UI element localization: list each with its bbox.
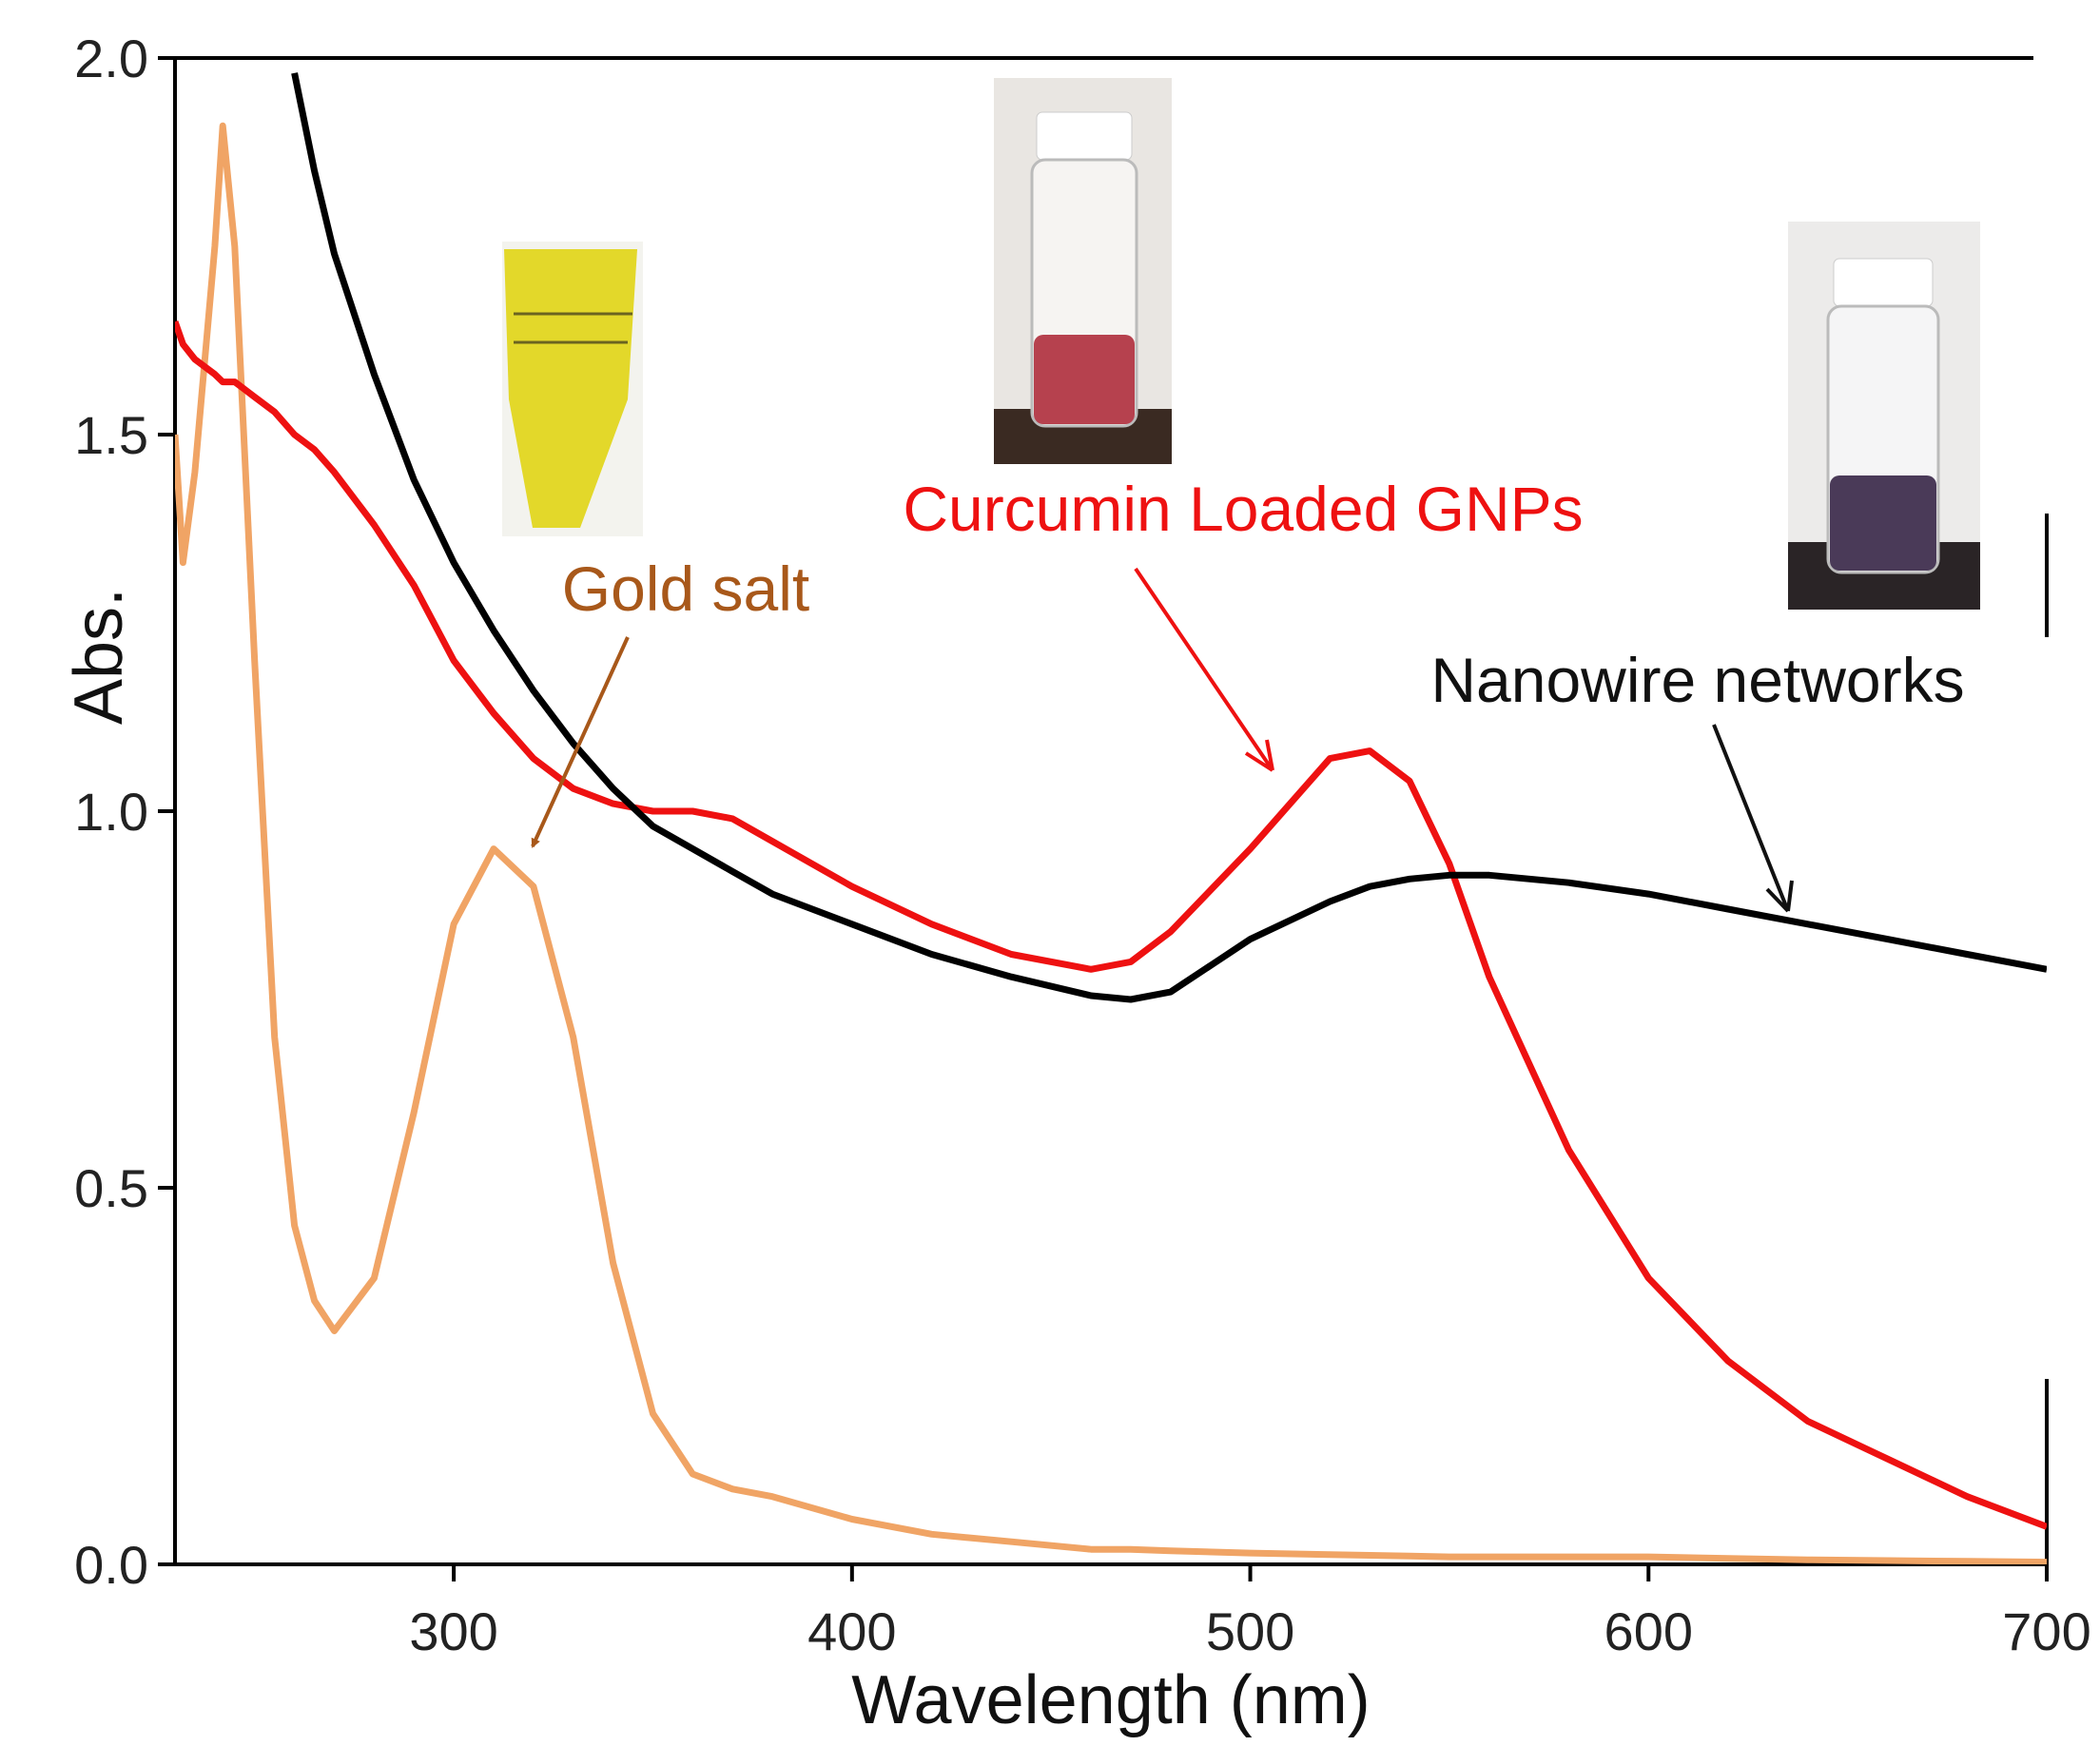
x-tick-label: 700 [2002,1601,2090,1661]
annotation-nanowire: Nanowire networks [1430,645,1964,715]
page: {"chart_data": {"type": "line", "xlabel"… [0,0,2100,1746]
chart: 300 400 500 600 700 0.0 0.5 1.0 1.5 2.0 Wavelengt… [0,0,2100,1746]
photo-curcumin-gnps [994,78,1172,464]
x-tick-label: 600 [1604,1601,1693,1661]
arrow [1714,725,1792,911]
arrow [533,637,628,846]
x-tick-label: 500 [1206,1601,1294,1661]
y-tick-label: 2.0 [74,29,148,88]
photo-gold-salt [502,242,643,536]
photo-nanowire [1788,222,1980,610]
arrow [1136,569,1273,770]
y-tick-label: 1.0 [74,782,148,842]
annotation-gold-salt: Gold salt [562,553,809,624]
y-tick-label: 0.0 [74,1535,148,1595]
x-tick-label: 400 [807,1601,896,1661]
annotation-curcumin: Curcumin Loaded GNPs [903,474,1583,544]
x-tick-label: 300 [409,1601,497,1661]
x-axis-title: Wavelength (nm) [851,1662,1371,1738]
y-tick-label: 0.5 [74,1158,148,1218]
y-axis-title: Abs. [61,588,137,725]
y-tick-label: 1.5 [74,405,148,465]
